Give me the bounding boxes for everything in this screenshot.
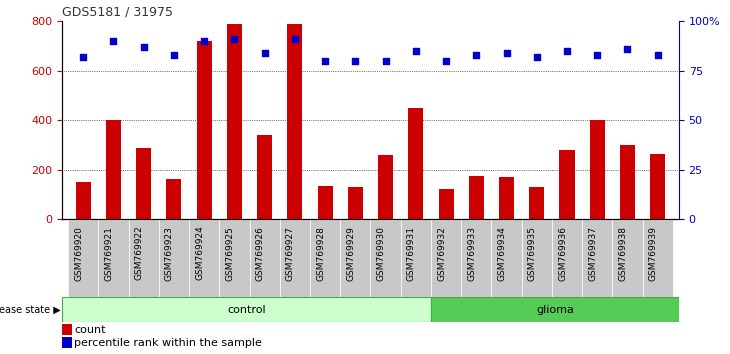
Bar (159, 219, 189, 297)
Text: control: control (227, 305, 266, 315)
Text: GSM769937: GSM769937 (588, 226, 597, 281)
Bar (68, 219, 99, 297)
Bar (219, 219, 250, 297)
Bar (166, 178, 182, 219)
Text: GSM769924: GSM769924 (195, 226, 204, 280)
Bar (408, 108, 423, 219)
Text: GSM769933: GSM769933 (467, 226, 476, 281)
Text: GSM769925: GSM769925 (226, 226, 234, 281)
Point (652, 52, 664, 58)
Bar (196, 41, 212, 219)
Bar (378, 155, 393, 219)
Bar (439, 188, 453, 219)
Bar (128, 219, 159, 297)
Bar (189, 219, 219, 297)
Point (138, 44, 150, 50)
Text: count: count (74, 325, 106, 335)
Point (470, 52, 482, 58)
Bar (522, 219, 552, 297)
Point (380, 58, 391, 64)
Text: disease state ▶: disease state ▶ (0, 305, 61, 315)
Bar (529, 187, 545, 219)
Text: GSM769939: GSM769939 (649, 226, 658, 281)
Bar (590, 120, 605, 219)
Text: GSM769931: GSM769931 (407, 226, 416, 281)
Bar (371, 219, 401, 297)
Bar (62, 337, 72, 348)
Bar (106, 120, 121, 219)
Bar (499, 177, 514, 219)
Bar (227, 24, 242, 219)
Point (350, 58, 361, 64)
Bar (280, 219, 310, 297)
Bar (642, 219, 673, 297)
Point (622, 46, 634, 52)
Bar (552, 219, 582, 297)
Point (531, 54, 542, 60)
Bar (62, 324, 72, 335)
Point (561, 48, 573, 54)
Point (107, 38, 119, 44)
Bar (62, 297, 431, 322)
Bar (612, 219, 642, 297)
Bar (401, 219, 431, 297)
Text: GSM769930: GSM769930 (377, 226, 385, 281)
Bar (99, 219, 128, 297)
Bar (76, 182, 91, 219)
Text: GSM769936: GSM769936 (558, 226, 567, 281)
Text: glioma: glioma (536, 305, 574, 315)
Text: GSM769921: GSM769921 (104, 226, 113, 281)
Point (410, 48, 422, 54)
Bar (347, 187, 363, 219)
Bar (340, 219, 371, 297)
Point (440, 58, 452, 64)
Text: GSM769935: GSM769935 (528, 226, 537, 281)
Text: percentile rank within the sample: percentile rank within the sample (74, 338, 262, 348)
Point (168, 52, 180, 58)
Bar (318, 186, 333, 219)
Text: GDS5181 / 31975: GDS5181 / 31975 (62, 6, 173, 19)
Point (77, 54, 89, 60)
Bar (288, 24, 302, 219)
Text: GSM769928: GSM769928 (316, 226, 325, 281)
Point (199, 38, 210, 44)
Bar (310, 219, 340, 297)
Bar (257, 135, 272, 219)
Point (591, 52, 603, 58)
Bar (650, 154, 665, 219)
Text: GSM769929: GSM769929 (346, 226, 356, 281)
Bar (559, 150, 575, 219)
Text: GSM769932: GSM769932 (437, 226, 446, 281)
Text: GSM769926: GSM769926 (255, 226, 265, 281)
Bar (250, 219, 280, 297)
Bar (431, 297, 679, 322)
Text: GSM769923: GSM769923 (165, 226, 174, 281)
Bar (491, 219, 522, 297)
Point (319, 58, 331, 64)
Text: GSM769922: GSM769922 (135, 226, 144, 280)
Point (501, 50, 512, 56)
Bar (136, 148, 151, 219)
Bar (620, 145, 635, 219)
Text: GSM769927: GSM769927 (286, 226, 295, 281)
Text: GSM769934: GSM769934 (498, 226, 507, 281)
Bar (469, 176, 484, 219)
Bar (582, 219, 612, 297)
Bar (461, 219, 491, 297)
Point (289, 36, 301, 42)
Point (228, 36, 240, 42)
Point (259, 50, 271, 56)
Bar (431, 219, 461, 297)
Text: GSM769920: GSM769920 (74, 226, 83, 281)
Text: GSM769938: GSM769938 (618, 226, 628, 281)
